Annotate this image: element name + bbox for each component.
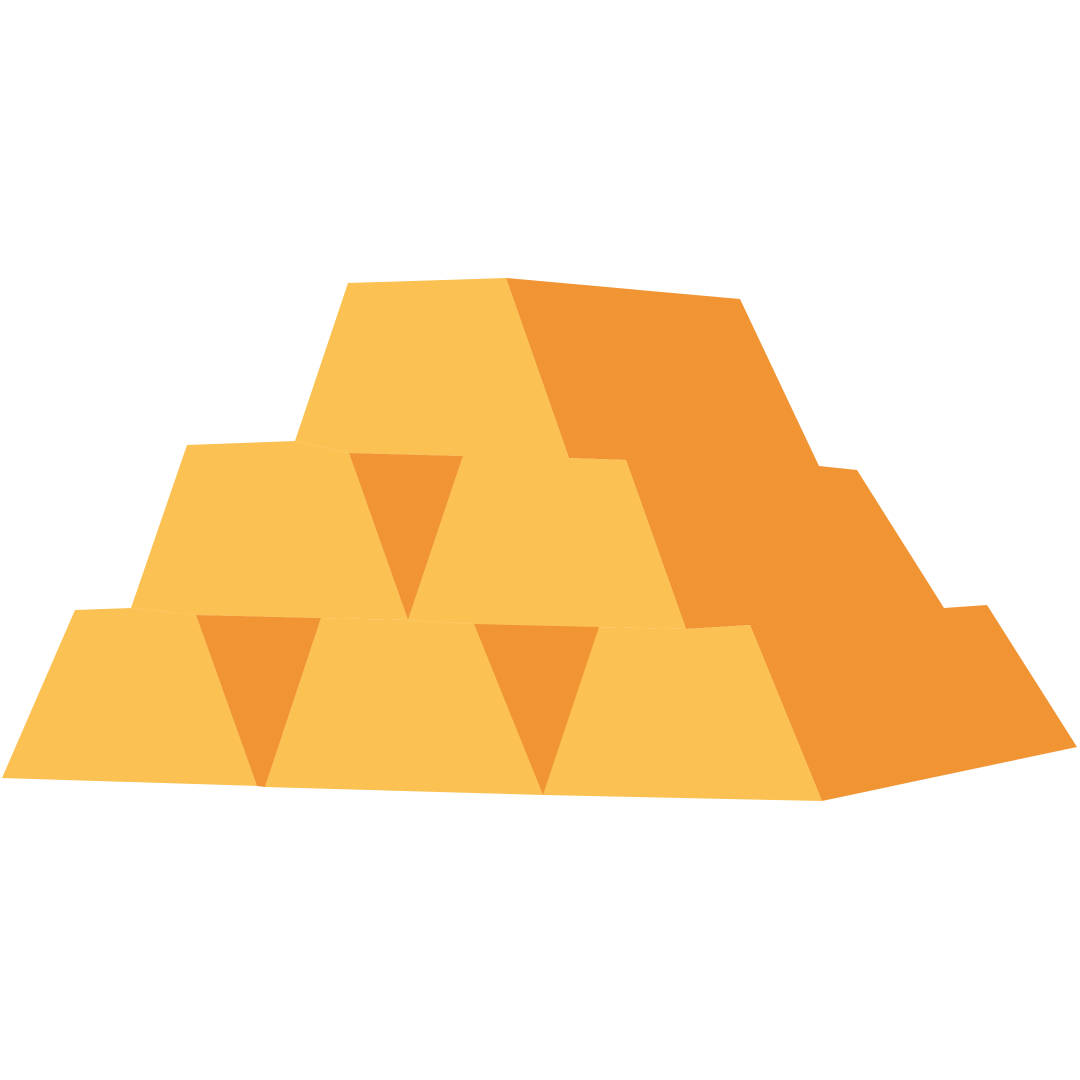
gap-shadow-upper <box>349 453 463 620</box>
gold-bar-bottom-right <box>543 625 822 801</box>
gold-bar-bottom-middle <box>265 618 543 795</box>
gap-shadow-lower-left <box>196 615 321 787</box>
stack-right-side-face <box>506 278 1077 801</box>
gold-bar-top <box>295 278 686 795</box>
gold-bar-bottom-left <box>2 608 257 786</box>
gold-bar-middle-left <box>131 441 408 620</box>
gap-shadow-lower-right <box>474 624 599 795</box>
